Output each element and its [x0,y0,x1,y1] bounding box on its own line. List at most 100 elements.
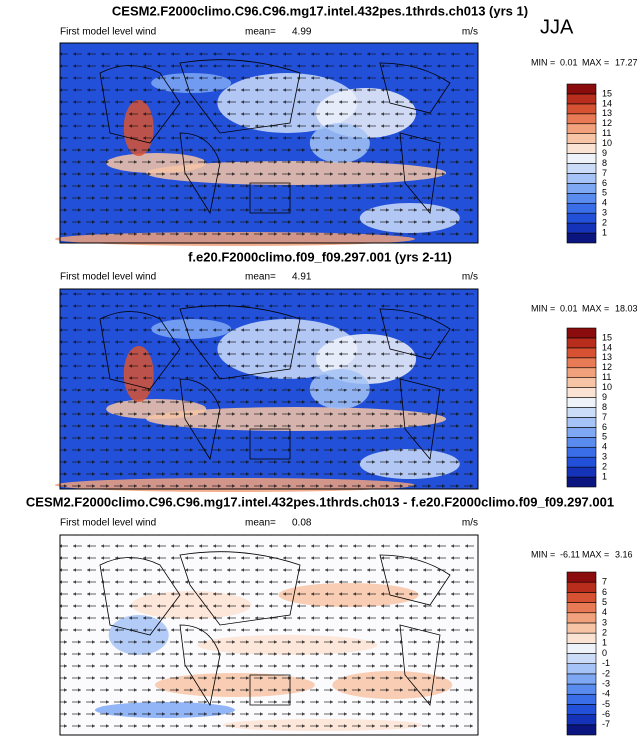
colorbar-box [566,602,597,614]
colorbar-box [566,456,597,468]
max-label: MAX = [582,303,609,313]
colorbar-label: 10 [602,382,612,392]
colorbar-box [566,466,597,478]
colorbar-label: 4 [602,442,607,452]
colorbar-label: 6 [602,422,607,432]
colorbar-box [566,622,597,634]
mean-value: 4.99 [292,27,312,38]
colorbar-label: 8 [602,402,607,412]
colorbar-box [566,592,597,603]
colorbar-box [566,387,597,398]
colorbar-box [566,476,597,488]
colorbar-label: 4 [602,198,607,208]
colorbar-box [566,202,597,214]
colorbar-label: 1 [602,638,607,648]
map [54,288,479,492]
colorbar-label: 13 [602,352,612,362]
colorbar-box [566,571,597,583]
colorbar-label: 6 [602,587,607,597]
max-label: MAX = [582,549,609,559]
colorbar-box [566,153,597,164]
wind-vectors-east [60,43,478,143]
map [54,42,479,246]
wind-vectors-east [60,289,478,389]
min-value: 0.01 [560,57,578,67]
colorbar-label: 14 [602,98,612,108]
colorbar-label: 11 [602,372,611,382]
colorbar-box [566,446,597,458]
colorbar-box [566,724,597,736]
panel-title: CESM2.F2000climo.C96.C96.mg17.intel.432p… [26,494,614,509]
season-label: JJA [540,16,574,38]
min-label: MIN = [531,57,555,67]
colorbar-box [566,704,597,715]
colorbar-box [566,367,597,378]
colorbar-label: 12 [602,118,612,128]
map-frame [59,534,479,736]
colorbar-box [566,337,597,349]
max-label: MAX = [582,57,609,67]
colorbar-label: -4 [602,689,610,699]
colorbar-box [566,173,597,184]
map [59,534,479,736]
colorbar-label: -2 [602,668,610,678]
min-label: MIN = [531,303,555,313]
colorbar-label: 13 [602,108,612,118]
colorbar-box [566,683,597,695]
wind-vectors-east [60,535,478,635]
subtitle: First model level wind [60,272,156,283]
colorbar-label: -7 [602,719,610,729]
colorbar-label: 5 [602,597,607,607]
panel-title: CESM2.F2000climo.C96.C96.mg17.intel.432p… [112,3,528,18]
colorbar-box [566,183,597,194]
colorbar-box [566,113,597,125]
colorbar-label: 9 [602,148,607,158]
colorbar-label: 10 [602,138,612,148]
colorbar-box [566,93,597,105]
wind-vectors-west [60,143,478,243]
colorbar-label: 2 [602,628,607,638]
colorbar-label: 15 [602,332,612,342]
unit: m/s [462,272,478,283]
colorbar-box [566,163,597,174]
colorbar-box [566,437,597,448]
colorbar-box [566,232,597,244]
colorbar-label: 11 [602,128,611,138]
colorbar-label: -5 [602,699,610,709]
colorbar-label: 15 [602,88,612,98]
colorbar-box [566,193,597,204]
colorbar-label: 1 [602,227,607,237]
colorbar-box [566,327,597,339]
colorbar-box [566,673,597,685]
max-value: 18.03 [615,303,638,313]
colorbar-label: 3 [602,208,607,218]
colorbar-label: -6 [602,709,610,719]
colorbar-label: 7 [602,412,607,422]
colorbar-box [566,714,597,726]
colorbar-box [566,83,597,95]
subtitle: First model level wind [60,27,156,38]
max-value: 3.16 [615,549,633,559]
colorbar-label: -1 [602,658,610,668]
colorbar-box [566,143,597,154]
colorbar-label: 7 [602,168,607,178]
colorbar-label: 14 [602,342,612,352]
map-frame [59,288,479,490]
min-label: MIN = [531,549,555,559]
colorbar-label: 2 [602,462,607,472]
colorbar-box [566,133,597,144]
wind-vectors-west [60,635,478,735]
colorbar-box [566,407,597,418]
colorbar-box [566,212,597,224]
panel-title: f.e20.F2000climo.f09_f09.297.001 (yrs 2-… [188,249,452,264]
colorbar-label: 3 [602,452,607,462]
map-frame [59,42,479,244]
min-value: -6.11 [560,549,580,559]
colorbar-box [566,377,597,388]
colorbar-label: 2 [602,218,607,228]
colorbar-label: 0 [602,648,607,658]
colorbar-label: 5 [602,432,607,442]
colorbar-box [566,397,597,408]
colorbar-box [566,693,597,705]
